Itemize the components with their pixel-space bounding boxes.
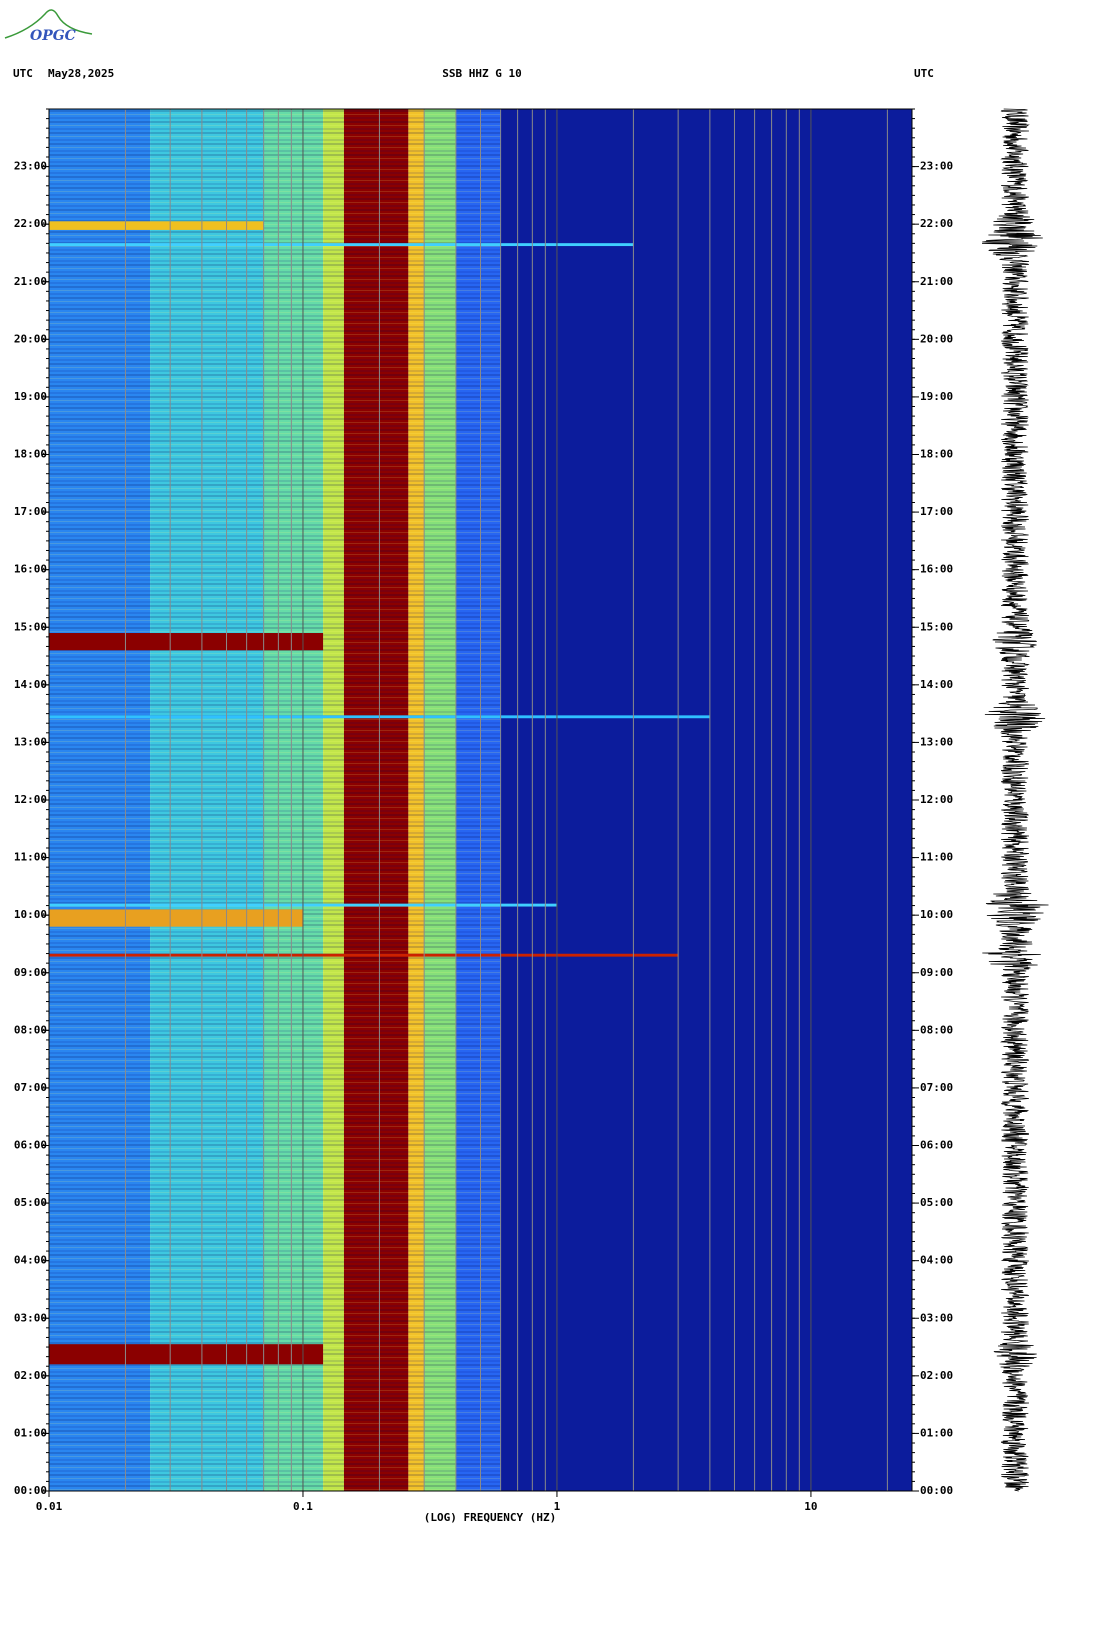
event-streak bbox=[49, 1344, 324, 1365]
y-tick-label: 09:00 bbox=[920, 966, 953, 979]
y-tick-label: 21:00 bbox=[14, 275, 47, 288]
event-streak bbox=[49, 243, 634, 247]
y-tick-label: 07:00 bbox=[920, 1081, 953, 1094]
y-tick-label: 21:00 bbox=[920, 275, 953, 288]
y-tick-label: 17:00 bbox=[14, 505, 47, 518]
y-tick-label: 04:00 bbox=[14, 1254, 47, 1267]
logo-arc bbox=[4, 9, 93, 39]
y-tick-label: 09:00 bbox=[14, 966, 47, 979]
y-tick-label: 03:00 bbox=[14, 1311, 47, 1324]
y-tick-label: 20:00 bbox=[920, 332, 953, 345]
y-tick-label: 14:00 bbox=[14, 678, 47, 691]
y-tick-label: 10:00 bbox=[920, 908, 953, 921]
seismogram-trace bbox=[981, 108, 1049, 1492]
y-tick-label: 11:00 bbox=[14, 851, 47, 864]
event-streak bbox=[49, 909, 303, 927]
y-tick-label: 14:00 bbox=[920, 678, 953, 691]
y-tick-label: 19:00 bbox=[14, 390, 47, 403]
y-tick-label: 15:00 bbox=[14, 620, 47, 633]
y-tick-label: 16:00 bbox=[920, 563, 953, 576]
y-tick-label: 18:00 bbox=[14, 448, 47, 461]
y-tick-label: 07:00 bbox=[14, 1081, 47, 1094]
x-tick-label: 0.01 bbox=[36, 1500, 63, 1513]
y-tick-label: 19:00 bbox=[920, 390, 953, 403]
y-tick-label: 22:00 bbox=[920, 217, 953, 230]
y-tick-label: 23:00 bbox=[920, 160, 953, 173]
y-tick-label: 11:00 bbox=[920, 851, 953, 864]
y-tick-label: 17:00 bbox=[920, 505, 953, 518]
event-streak bbox=[49, 953, 679, 957]
x-tick-label: 10 bbox=[804, 1500, 817, 1513]
logo: OPGC bbox=[30, 28, 76, 44]
y-tick-label: 05:00 bbox=[14, 1196, 47, 1209]
chart-title: SSB HHZ G 10 bbox=[442, 67, 521, 80]
y-tick-label: 00:00 bbox=[920, 1484, 953, 1497]
y-tick-label: 05:00 bbox=[920, 1196, 953, 1209]
y-tick-label: 12:00 bbox=[14, 793, 47, 806]
y-tick-label: 12:00 bbox=[920, 793, 953, 806]
y-tick-label: 10:00 bbox=[14, 908, 47, 921]
x-tick-label: 1 bbox=[554, 1500, 561, 1513]
x-tick-label: 0.1 bbox=[293, 1500, 313, 1513]
frequency-band bbox=[500, 109, 912, 1491]
y-tick-label: 20:00 bbox=[14, 332, 47, 345]
texture bbox=[49, 109, 501, 1491]
y-tick-label: 23:00 bbox=[14, 160, 47, 173]
y-tick-label: 18:00 bbox=[920, 448, 953, 461]
y-tick-label: 04:00 bbox=[920, 1254, 953, 1267]
y-tick-label: 22:00 bbox=[14, 217, 47, 230]
y-tick-label: 13:00 bbox=[14, 735, 47, 748]
y-tick-label: 00:00 bbox=[14, 1484, 47, 1497]
y-tick-label: 01:00 bbox=[920, 1426, 953, 1439]
x-axis-label: (LOG) FREQUENCY (HZ) bbox=[424, 1511, 556, 1524]
date: May28,2025 bbox=[48, 67, 114, 80]
y-tick-label: 16:00 bbox=[14, 563, 47, 576]
y-tick-label: 13:00 bbox=[920, 735, 953, 748]
y-tick-label: 01:00 bbox=[14, 1426, 47, 1439]
y-tick-label: 06:00 bbox=[920, 1139, 953, 1152]
left-label: UTC bbox=[13, 67, 33, 80]
right-label: UTC bbox=[914, 67, 934, 80]
y-tick-label: 03:00 bbox=[920, 1311, 953, 1324]
event-streak bbox=[49, 221, 264, 230]
y-tick-label: 02:00 bbox=[14, 1369, 47, 1382]
y-tick-label: 08:00 bbox=[14, 1023, 47, 1036]
y-tick-label: 06:00 bbox=[14, 1139, 47, 1152]
y-tick-label: 15:00 bbox=[920, 620, 953, 633]
y-tick-label: 08:00 bbox=[920, 1023, 953, 1036]
y-tick-label: 02:00 bbox=[920, 1369, 953, 1382]
event-streak bbox=[49, 633, 324, 651]
